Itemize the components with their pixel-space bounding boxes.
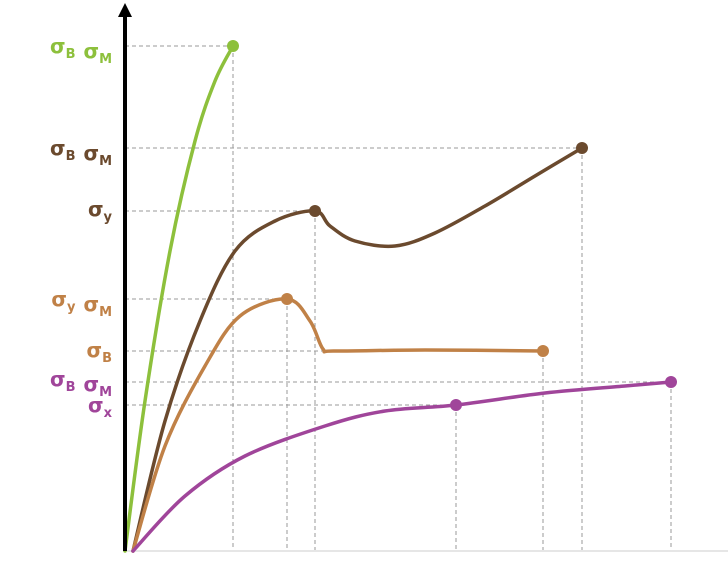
label-subscript: В xyxy=(102,351,112,366)
label-sigma: σ xyxy=(50,367,66,391)
curve-tan xyxy=(131,297,545,553)
label-purple-1: σх xyxy=(88,393,113,421)
curves xyxy=(123,44,673,553)
marker-green-0 xyxy=(227,40,239,52)
label-purple-0: σВ σМ xyxy=(50,367,112,400)
label-brown-0: σВ σМ xyxy=(50,136,112,169)
label-sigma: σ xyxy=(88,197,104,221)
label-green-0: σВ σМ xyxy=(50,34,112,67)
label-subscript: у xyxy=(67,300,76,315)
marker-brown-0 xyxy=(309,205,321,217)
label-tan-0: σу σМ xyxy=(51,287,112,320)
marker-tan-1 xyxy=(537,345,549,357)
label-sigma: σ xyxy=(83,141,99,165)
label-sigma: σ xyxy=(83,372,99,396)
curve-purple xyxy=(131,380,673,553)
label-subscript: М xyxy=(99,305,112,320)
label-sigma: σ xyxy=(83,292,99,316)
curve-brown xyxy=(131,146,584,553)
label-sigma: σ xyxy=(50,34,66,58)
guide-lines xyxy=(125,45,672,551)
label-sigma: σ xyxy=(50,136,66,160)
marker-purple-0 xyxy=(450,399,462,411)
marker-tan-0 xyxy=(281,293,293,305)
label-subscript: В xyxy=(66,380,76,395)
label-sigma: σ xyxy=(88,393,104,417)
y-axis-arrow-icon xyxy=(118,3,132,17)
label-subscript: М xyxy=(99,52,112,67)
y-axis xyxy=(118,3,132,551)
label-tan-1: σВ xyxy=(87,338,113,366)
label-subscript: В xyxy=(66,149,76,164)
marker-purple-1 xyxy=(665,376,677,388)
label-subscript: х xyxy=(104,406,113,421)
label-subscript: М xyxy=(99,385,112,400)
label-subscript: М xyxy=(99,154,112,169)
label-sigma: σ xyxy=(87,338,103,362)
label-brown-1: σу xyxy=(88,197,113,225)
marker-brown-1 xyxy=(576,142,588,154)
label-subscript: у xyxy=(104,210,113,225)
label-subscript: В xyxy=(66,47,76,62)
curve-green xyxy=(123,44,235,553)
label-sigma: σ xyxy=(51,287,67,311)
markers xyxy=(227,40,677,411)
label-sigma: σ xyxy=(83,39,99,63)
